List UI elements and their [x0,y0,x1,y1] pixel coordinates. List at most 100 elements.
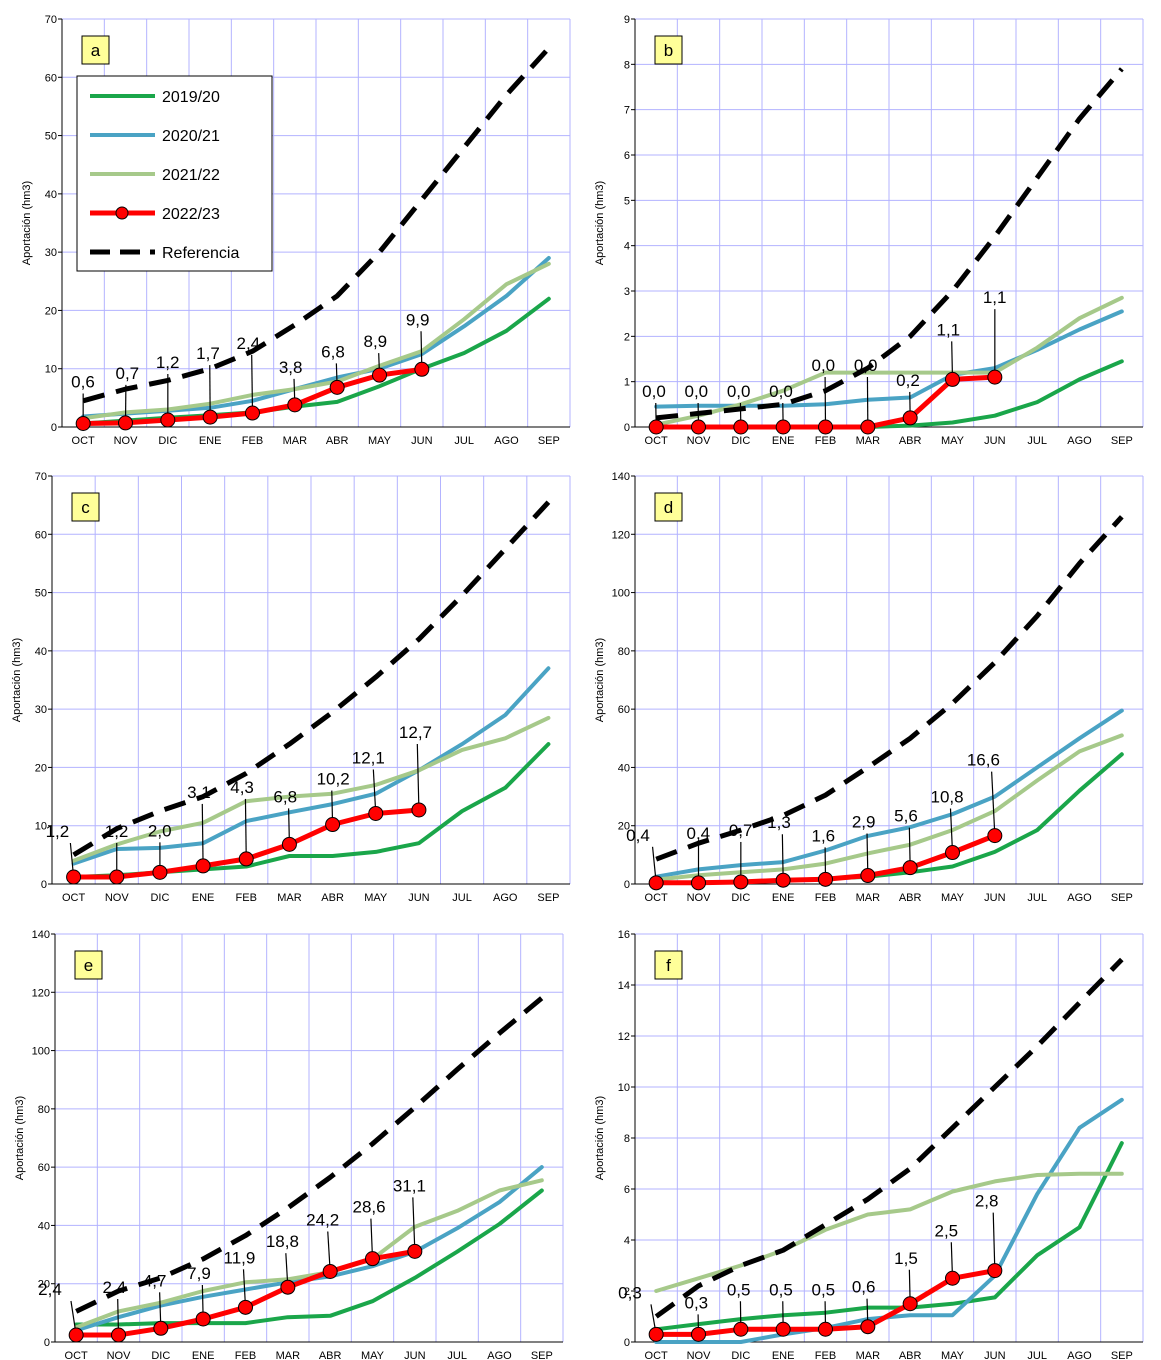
data-point-2022-23 [902,410,918,426]
series-line-referencia [75,996,544,1314]
y-tick-label: 70 [45,14,57,26]
x-tick-label: JUL [452,892,472,904]
y-tick-label: 0 [624,1337,630,1349]
data-label: 0,5 [727,1280,751,1299]
data-point-2022-23 [691,419,706,435]
data-label: 12,7 [399,723,432,742]
data-label: 5,6 [894,807,918,826]
series-line-2021-22 [654,733,1124,882]
x-tick-label: AGO [494,435,519,447]
data-label: 0,0 [727,382,751,401]
x-tick-label: NOV [687,1350,712,1360]
data-label: 0,0 [642,382,666,401]
y-tick-label: 12 [618,1031,630,1043]
data-point-2022-23 [153,1320,169,1336]
x-tick-label: MAR [276,1350,301,1360]
data-point-2022-23 [648,1326,664,1342]
x-tick-label: NOV [114,435,139,447]
data-point-2022-23 [987,828,1003,844]
panel-label: f [654,950,683,980]
data-point-2022-23 [733,874,749,890]
x-tick-label: MAY [361,1350,385,1360]
data-label-leader [781,834,784,881]
data-label: 16,6 [967,751,1000,770]
y-tick-label: 0 [44,1337,50,1349]
panel-label: b [654,35,683,65]
data-point-2022-23 [245,405,260,421]
data-label: 18,8 [266,1232,299,1251]
series-line-2021-22 [71,715,551,863]
data-point-2022-23 [280,1279,296,1295]
y-tick-label: 4 [624,241,630,253]
data-label: 1,1 [983,288,1007,307]
data-label: 3,1 [187,783,211,802]
legend-label: 2021/22 [162,167,220,184]
data-label: 0,4 [687,824,711,843]
y-tick-label: 9 [624,14,630,26]
data-point-2022-23 [407,1243,423,1259]
data-point-2022-23 [238,1299,253,1315]
data-point-2022-23 [68,1327,84,1343]
data-label: 1,2 [105,822,129,841]
panel-label-box [81,35,110,65]
y-axis-label: Aportación (hm3) [14,1096,26,1180]
y-tick-label: 0 [624,879,630,891]
x-tick-label: DIC [731,1350,750,1360]
data-point-2022-23 [902,860,918,876]
data-point-2022-23 [202,409,218,425]
data-label: 8,9 [364,332,388,351]
y-tick-label: 80 [38,1104,50,1116]
data-label: 1,6 [812,826,836,845]
x-tick-label: JUL [454,435,474,447]
data-point-2022-23 [691,875,706,891]
series-line-2021-22 [81,261,551,421]
series-line-2020-21 [71,666,551,866]
data-point-2022-23 [818,871,833,887]
data-label: 0,4 [626,826,650,845]
data-point-2022-23 [987,1263,1003,1279]
x-tick-label: JUN [984,892,1005,904]
data-label: 1,7 [196,344,220,363]
grid [634,475,1144,885]
x-tick-label: MAR [856,1350,881,1360]
x-tick-label: MAR [277,892,302,904]
x-tick-label: MAR [856,892,881,904]
y-tick-label: 30 [35,704,47,716]
data-label: 24,2 [306,1210,339,1229]
x-tick-label: FEB [815,435,836,447]
y-tick-label: 40 [45,189,57,201]
data-label: 0,0 [854,356,878,375]
data-point-2022-23 [281,836,297,852]
panel-label-box [74,950,103,980]
data-point-2022-23 [945,371,960,387]
x-tick-label: DIC [150,892,169,904]
series-line-referencia [654,957,1124,1319]
y-tick-label: 6 [624,150,630,162]
x-tick-label: FEB [815,892,836,904]
y-axis-label: Aportación (hm3) [594,1096,606,1180]
data-point-2022-23 [411,802,427,818]
series-line-2021-22 [654,295,1124,427]
data-point-2022-23 [775,1321,791,1337]
x-tick-label: ENE [192,1350,215,1360]
x-tick-label: JUL [1027,435,1047,447]
x-tick-label: ABR [899,1350,922,1360]
x-tick-label: ABR [321,892,344,904]
series-line-referencia [82,46,551,404]
x-tick-label: AGO [1067,892,1092,904]
y-tick-label: 7 [624,105,630,117]
x-tick-label: ENE [772,435,795,447]
y-tick-label: 5 [624,195,630,207]
data-point-2022-23 [902,1296,918,1312]
y-tick-label: 140 [32,929,50,941]
x-tick-label: DIC [731,435,750,447]
series-line-2019-20 [74,1188,544,1327]
y-tick-label: 140 [612,471,630,483]
x-tick-label: ABR [899,892,922,904]
data-label: 10,2 [317,770,350,789]
panel-label-box [654,492,683,522]
legend: 2019/20 2020/21 2021/22 2022/23 Referencia [76,75,273,272]
x-tick-label: SEP [538,435,560,447]
panel-label-text: c [81,498,90,517]
data-label: 1,2 [156,353,180,372]
